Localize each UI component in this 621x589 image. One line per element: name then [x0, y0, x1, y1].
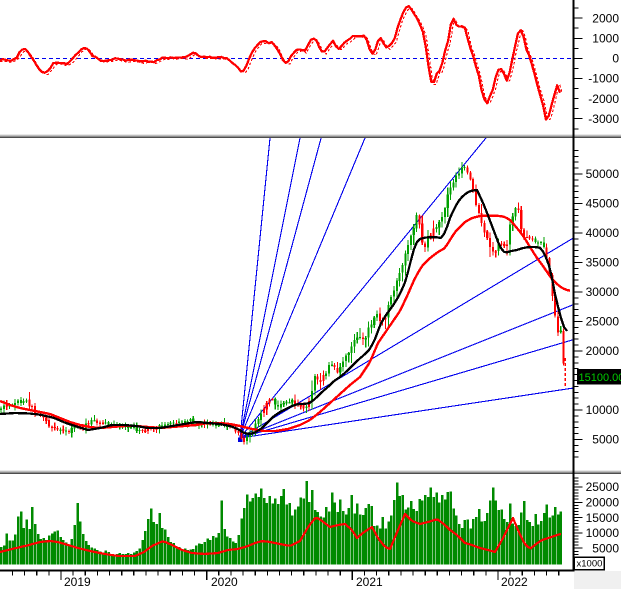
svg-text:5000: 5000: [592, 541, 619, 555]
svg-text:15000: 15000: [586, 511, 620, 525]
svg-text:50000: 50000: [586, 167, 620, 181]
svg-text:35000: 35000: [586, 256, 620, 270]
svg-text:-1000: -1000: [588, 72, 619, 86]
svg-text:1000: 1000: [592, 32, 619, 46]
svg-text:25000: 25000: [586, 315, 620, 329]
svg-text:20000: 20000: [586, 344, 620, 358]
svg-text:20000: 20000: [586, 496, 620, 510]
svg-text:45000: 45000: [586, 197, 620, 211]
svg-text:10000: 10000: [586, 526, 620, 540]
svg-text:30000: 30000: [586, 285, 620, 299]
svg-text:-2000: -2000: [588, 92, 619, 106]
svg-text:2021: 2021: [356, 575, 383, 589]
svg-text:2019: 2019: [64, 575, 91, 589]
svg-text:2020: 2020: [211, 575, 238, 589]
svg-text:2022: 2022: [501, 575, 528, 589]
svg-text:10000: 10000: [586, 403, 620, 417]
svg-text:-3000: -3000: [588, 112, 619, 126]
svg-text:40000: 40000: [586, 226, 620, 240]
svg-text:15100.00: 15100.00: [579, 372, 621, 384]
svg-text:5000: 5000: [592, 433, 619, 447]
svg-text:2000: 2000: [592, 11, 619, 25]
svg-text:0: 0: [612, 52, 619, 66]
svg-text:x1000: x1000: [577, 559, 603, 570]
svg-text:25000: 25000: [586, 480, 620, 494]
